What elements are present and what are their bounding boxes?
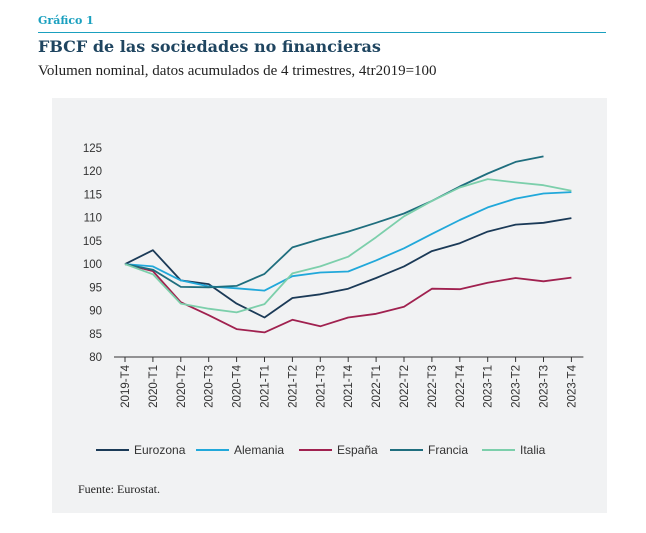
legend-label: Italia bbox=[520, 443, 546, 457]
x-tick-label: 2021-T4 bbox=[343, 364, 355, 407]
y-tick-label: 90 bbox=[89, 306, 102, 318]
chart-title: FBCF de las sociedades no financieras bbox=[38, 37, 381, 56]
legend-label: Alemania bbox=[234, 443, 284, 457]
x-tick-label: 2023-T3 bbox=[539, 365, 551, 408]
y-tick-label: 115 bbox=[84, 189, 102, 201]
y-tick-label: 125 bbox=[83, 143, 102, 155]
line-chart: 80 85 90 95 100 105 110 115 120 125 2019-T4 2020-T1… bbox=[83, 143, 584, 457]
series-line-italia bbox=[124, 178, 572, 314]
x-tick-label: 2020-T2 bbox=[176, 365, 188, 408]
y-tick-label: 110 bbox=[84, 213, 102, 225]
series-line-espaa bbox=[124, 263, 572, 334]
x-tick-label: 2020-T3 bbox=[204, 365, 216, 408]
y-tick-label: 105 bbox=[83, 236, 102, 248]
source-note: Fuente: Eurostat. bbox=[78, 482, 160, 496]
legend-label: España bbox=[337, 443, 378, 457]
legend-label: Francia bbox=[428, 443, 468, 457]
x-tick-label: 2022-T2 bbox=[399, 365, 411, 408]
y-tick-label: 95 bbox=[89, 282, 102, 294]
x-tick-label: 2021-T1 bbox=[260, 365, 272, 408]
x-tick-label: 2023-T4 bbox=[566, 364, 578, 407]
y-tick-label: 100 bbox=[83, 259, 102, 271]
series-line-francia bbox=[124, 155, 544, 289]
x-tick-label: 2023-T1 bbox=[483, 365, 495, 408]
legend-label: Eurozona bbox=[134, 443, 186, 457]
x-tick-label: 2020-T4 bbox=[232, 364, 244, 407]
x-tick-label: 2019-T4 bbox=[120, 364, 132, 407]
chart-panel: 80 85 90 95 100 105 110 115 120 125 2019-T4 2020-T1… bbox=[52, 98, 607, 513]
x-tick-label: 2022-T3 bbox=[427, 365, 439, 408]
y-tick-label: 85 bbox=[89, 329, 102, 341]
y-tick-label: 120 bbox=[83, 166, 102, 178]
chart-subtitle: Volumen nominal, datos acumulados de 4 t… bbox=[38, 63, 437, 79]
figure-label: Gráfico 1 bbox=[38, 14, 94, 27]
series-line-eurozona bbox=[124, 217, 572, 319]
x-tick-label: 2022-T4 bbox=[455, 364, 467, 407]
x-tick-label: 2023-T2 bbox=[511, 365, 523, 408]
x-tick-label: 2021-T3 bbox=[315, 365, 327, 408]
x-tick-label: 2020-T1 bbox=[148, 365, 160, 408]
y-tick-label: 80 bbox=[89, 352, 102, 364]
x-tick-label: 2022-T1 bbox=[371, 365, 383, 408]
series-line-alemania bbox=[124, 191, 572, 292]
title-rule bbox=[38, 32, 606, 33]
x-tick-label: 2021-T2 bbox=[287, 365, 299, 408]
